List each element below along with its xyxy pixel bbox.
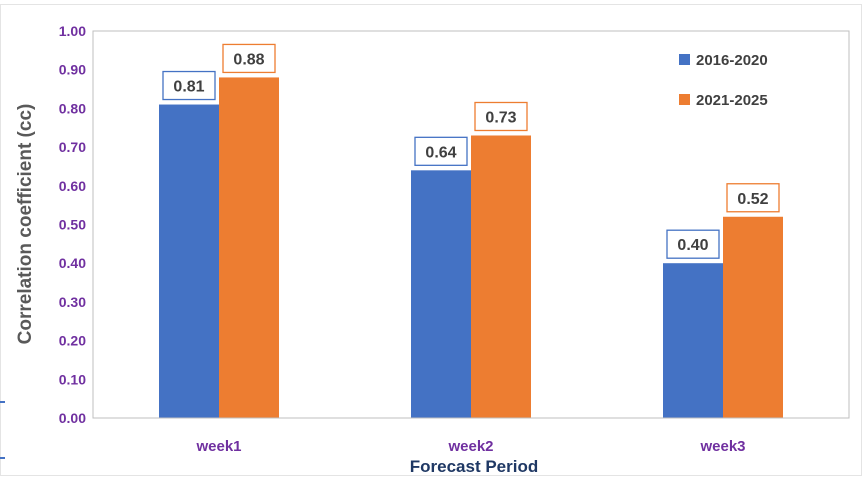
legend-label: 2021-2025 — [696, 92, 768, 109]
x-axis-categories: week1 week2 week3 — [195, 438, 745, 455]
data-label: 0.73 — [485, 109, 516, 126]
bar-2016-2020-week1 — [159, 104, 219, 418]
data-label-box — [666, 229, 720, 259]
y-tick-label: 0.60 — [59, 178, 86, 194]
y-tick-label: 0.00 — [59, 410, 86, 426]
x-category-label: week3 — [699, 438, 745, 455]
plot-area-border — [92, 30, 850, 419]
legend-swatch — [679, 54, 690, 65]
data-label: 0.81 — [173, 79, 204, 96]
legend: 2016-2020 2021-2025 — [679, 52, 768, 109]
x-category-label: week1 — [195, 438, 241, 455]
y-tick-label: 0.70 — [59, 139, 86, 155]
bar-2016-2020-week2 — [411, 170, 471, 418]
legend-label: 2016-2020 — [696, 52, 768, 69]
legend-swatch — [679, 94, 690, 105]
data-label-box — [162, 70, 216, 101]
x-category-label: week2 — [447, 438, 493, 455]
y-tick-label: 0.20 — [59, 333, 86, 349]
chart-frame — [0, 4, 862, 476]
bar-2021-2025-week1 — [219, 77, 279, 418]
x-axis-title: Forecast Period — [410, 457, 539, 476]
y-tick-label: 0.10 — [59, 371, 86, 387]
bars — [159, 77, 783, 419]
data-labels: 0.81 0.88 0.64 0.73 0.40 0.52 — [162, 43, 780, 259]
bar-2021-2025-week2 — [471, 135, 531, 419]
y-tick-label: 0.30 — [59, 294, 86, 310]
y-axis-title: Correlation coefficient (cc) — [15, 104, 36, 345]
data-label: 0.88 — [233, 51, 264, 68]
y-tick-label: 0.40 — [59, 255, 86, 271]
data-label: 0.40 — [677, 237, 708, 254]
y-tick-label: 0.50 — [59, 217, 86, 233]
data-label-box — [222, 43, 276, 74]
data-label: 0.52 — [737, 191, 768, 208]
data-label-box — [726, 183, 780, 213]
y-tick-label: 0.90 — [59, 62, 86, 78]
data-label-box — [414, 136, 468, 166]
data-label-box — [474, 101, 528, 132]
y-axis-ticks: 0.00 0.10 0.20 0.30 0.40 0.50 0.60 0.70 0.80 0.90… — [59, 23, 86, 426]
bar-2016-2020-week3 — [663, 263, 723, 418]
y-tick-label: 1.00 — [59, 23, 86, 39]
bar-2021-2025-week3 — [723, 216, 783, 418]
y-tick-label: 0.80 — [59, 100, 86, 116]
data-label: 0.64 — [425, 144, 456, 161]
